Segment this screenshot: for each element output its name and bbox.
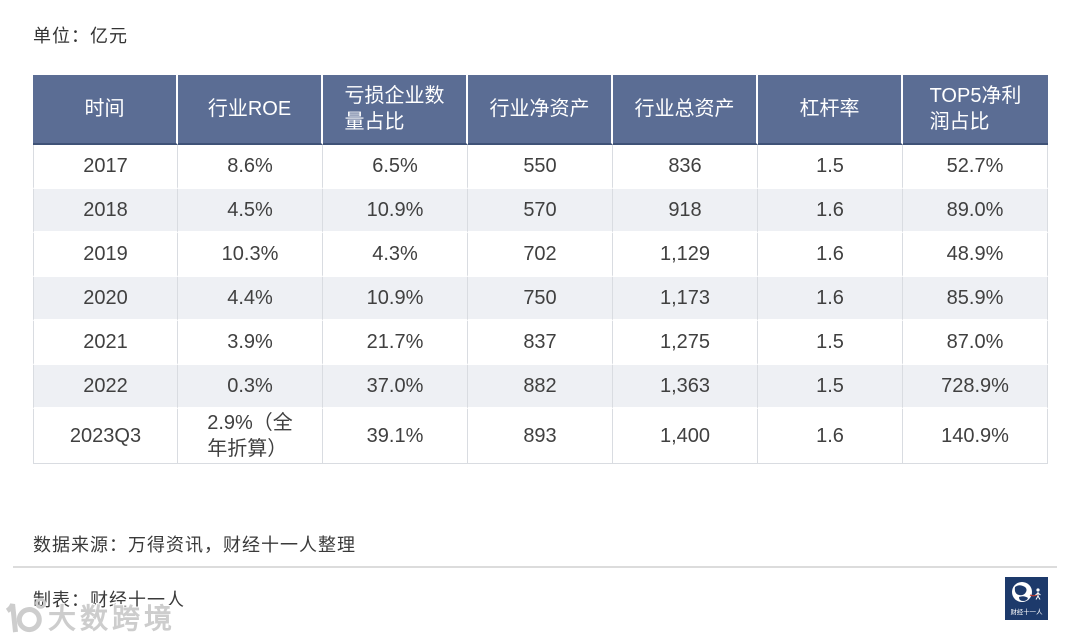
table-cell: 8.6% (178, 145, 323, 189)
unit-label: 单位：亿元 (33, 26, 128, 46)
table-cell: 48.9% (903, 233, 1048, 277)
table-cell: 21.7% (323, 321, 468, 365)
header-row: 时间 行业ROE 亏损企业数 量占比 行业净资产 行业总资产 杠杆率 TOP5净利 润占比 (33, 75, 1048, 145)
table-cell: 10.9% (323, 277, 468, 321)
table-cell: 882 (468, 365, 613, 409)
publisher-logo: 财经十一人 (1005, 577, 1048, 620)
table-cell: 2019 (33, 233, 178, 277)
data-table: 时间 行业ROE 亏损企业数 量占比 行业净资产 行业总资产 杠杆率 TOP5净利 润占比 … (33, 75, 1048, 464)
table-cell: 1,400 (613, 409, 758, 464)
table-row: 2021 3.9% 21.7% 837 1,275 1.5 87.0% (33, 321, 1048, 365)
table-cell: 89.0% (903, 189, 1048, 233)
table-cell: 570 (468, 189, 613, 233)
svg-text:财经十一人: 财经十一人 (1011, 607, 1044, 616)
table-row: 2017 8.6% 6.5% 550 836 1.5 52.7% (33, 145, 1048, 189)
header-cell: 时间 (33, 75, 178, 145)
table-cell: 10.3% (178, 233, 323, 277)
divider-line (13, 566, 1057, 568)
table-cell: 836 (613, 145, 758, 189)
table-cell: 3.9% (178, 321, 323, 365)
table-cell: 37.0% (323, 365, 468, 409)
table-body: 2017 8.6% 6.5% 550 836 1.5 52.7% 2018 4.5% 10.9% 5… (33, 145, 1048, 464)
table-cell: 893 (468, 409, 613, 464)
table-cell: 1.6 (758, 277, 903, 321)
table-cell: 1,275 (613, 321, 758, 365)
header-cell: 杠杆率 (758, 75, 903, 145)
table-cell: 1.6 (758, 233, 903, 277)
table-cell: 750 (468, 277, 613, 321)
table-cell: 728.9% (903, 365, 1048, 409)
table-cell: 4.3% (323, 233, 468, 277)
table-cell: 1.6 (758, 409, 903, 464)
table-cell: 1.5 (758, 321, 903, 365)
table-row: 2023Q3 2.9%（全 年折算） 39.1% 893 1,400 1.6 140.9% (33, 409, 1048, 464)
table-cell: 0.3% (178, 365, 323, 409)
credit-text: 制表：财经十一人 (33, 590, 185, 610)
globe-logo-icon: 财经十一人 (1005, 577, 1048, 620)
table-row: 2020 4.4% 10.9% 750 1,173 1.6 85.9% (33, 277, 1048, 321)
table-cell: 2017 (33, 145, 178, 189)
table-cell: 918 (613, 189, 758, 233)
table-cell: 87.0% (903, 321, 1048, 365)
table-cell: 1,363 (613, 365, 758, 409)
header-cell: 行业总资产 (613, 75, 758, 145)
table-row: 2022 0.3% 37.0% 882 1,363 1.5 728.9% (33, 365, 1048, 409)
table-cell: 4.4% (178, 277, 323, 321)
header-cell: 行业净资产 (468, 75, 613, 145)
table-cell: 2023Q3 (33, 409, 178, 464)
table-row: 2019 10.3% 4.3% 702 1,129 1.6 48.9% (33, 233, 1048, 277)
table-cell: 550 (468, 145, 613, 189)
table-cell: 52.7% (903, 145, 1048, 189)
data-source-text: 数据来源：万得资讯，财经十一人整理 (33, 535, 356, 555)
table-cell: 2020 (33, 277, 178, 321)
table-cell: 2018 (33, 189, 178, 233)
table-cell: 2.9%（全 年折算） (178, 409, 323, 464)
table-cell: 1.5 (758, 145, 903, 189)
table-cell: 837 (468, 321, 613, 365)
table-cell: 702 (468, 233, 613, 277)
table-container: 时间 行业ROE 亏损企业数 量占比 行业净资产 行业总资产 杠杆率 TOP5净利 润占比 … (33, 75, 1048, 464)
table-cell: 1.6 (758, 189, 903, 233)
table-cell: 2021 (33, 321, 178, 365)
table-cell: 1,173 (613, 277, 758, 321)
table-cell: 1.5 (758, 365, 903, 409)
header-cell: 亏损企业数 量占比 (323, 75, 468, 145)
table-cell: 1,129 (613, 233, 758, 277)
table-header: 时间 行业ROE 亏损企业数 量占比 行业净资产 行业总资产 杠杆率 TOP5净利 润占比 (33, 75, 1048, 145)
header-cell: TOP5净利 润占比 (903, 75, 1048, 145)
table-cell: 140.9% (903, 409, 1048, 464)
table-cell: 39.1% (323, 409, 468, 464)
table-cell: 10.9% (323, 189, 468, 233)
header-cell: 行业ROE (178, 75, 323, 145)
table-cell: 4.5% (178, 189, 323, 233)
table-cell: 6.5% (323, 145, 468, 189)
table-cell: 2022 (33, 365, 178, 409)
table-cell: 85.9% (903, 277, 1048, 321)
table-row: 2018 4.5% 10.9% 570 918 1.6 89.0% (33, 189, 1048, 233)
